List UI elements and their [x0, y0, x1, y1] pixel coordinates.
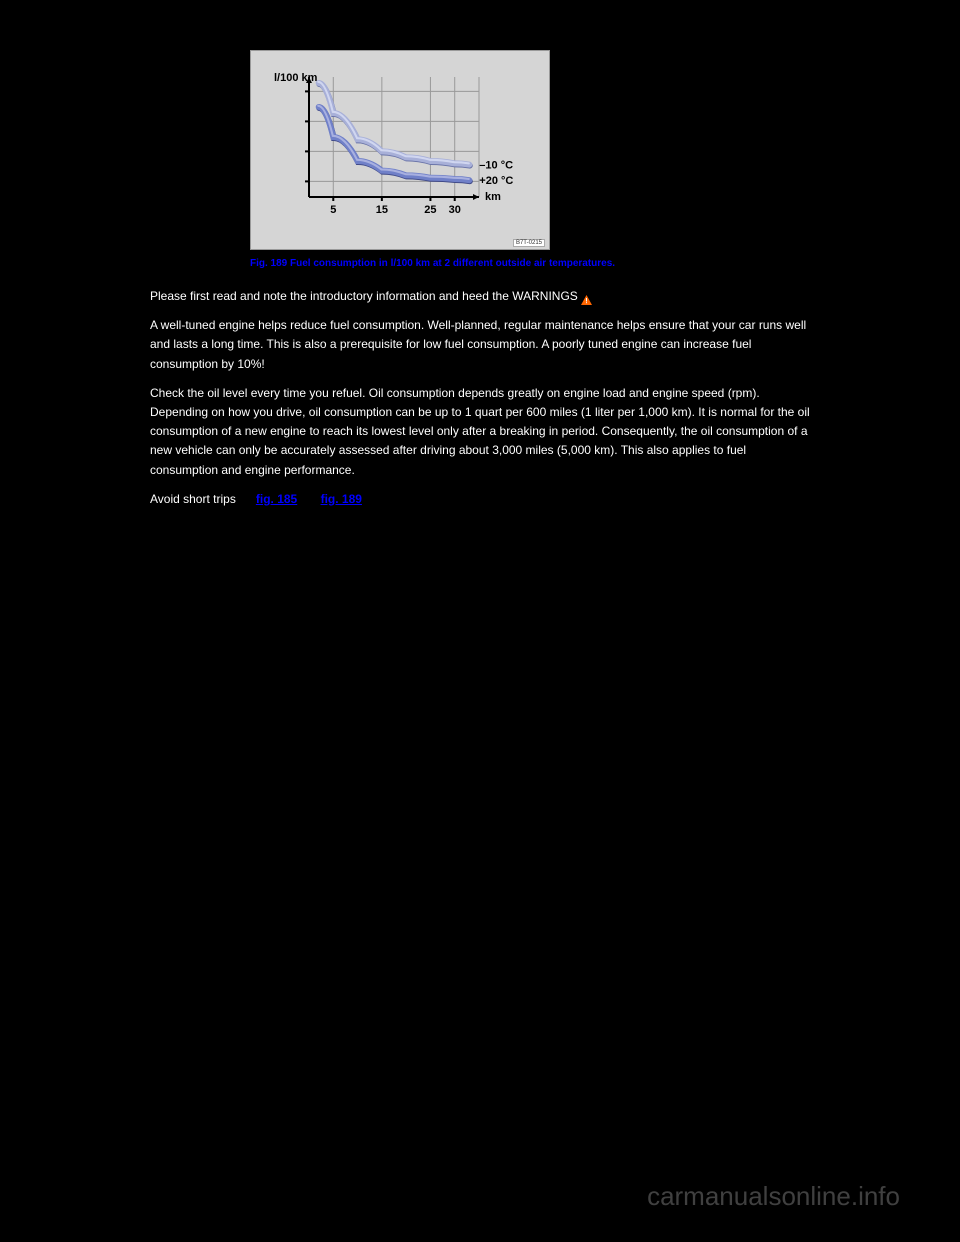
figure-container: 5 15 25 30 l/100 km km –10 °C +20 °C B7T-0215: [250, 50, 860, 250]
paragraph-3: Check the oil level every time you refue…: [150, 384, 810, 480]
p4-text: Avoid short trips: [150, 492, 236, 506]
svg-text:25: 25: [424, 204, 436, 216]
p1-pre: Please first read and note the introduct…: [150, 289, 581, 303]
watermark: carmanualsonline.info: [647, 1181, 900, 1212]
fig-185-link[interactable]: fig. 185: [256, 492, 297, 506]
svg-text:+20 °C: +20 °C: [479, 175, 513, 187]
svg-text:–10 °C: –10 °C: [479, 160, 513, 172]
paragraph-4: Avoid short trips fig. 185 fig. 189: [150, 490, 810, 509]
warning-icon: [581, 292, 592, 302]
svg-text:15: 15: [376, 204, 388, 216]
svg-text:5: 5: [330, 204, 336, 216]
body-text: Please first read and note the introduct…: [150, 287, 810, 509]
fig-189-link[interactable]: fig. 189: [321, 492, 362, 506]
paragraph-1: Please first read and note the introduct…: [150, 287, 810, 306]
fuel-consumption-chart: 5 15 25 30 l/100 km km –10 °C +20 °C B7T-0215: [250, 50, 550, 250]
figure-caption: Fig. 189 Fuel consumption in l/100 km at…: [250, 258, 860, 269]
svg-text:km: km: [485, 191, 501, 203]
svg-text:l/100 km: l/100 km: [274, 72, 318, 84]
svg-text:30: 30: [449, 204, 461, 216]
chart-svg: 5 15 25 30 l/100 km km –10 °C +20 °C: [269, 69, 533, 221]
chart-id-label: B7T-0215: [513, 239, 545, 247]
paragraph-2: A well-tuned engine helps reduce fuel co…: [150, 316, 810, 374]
